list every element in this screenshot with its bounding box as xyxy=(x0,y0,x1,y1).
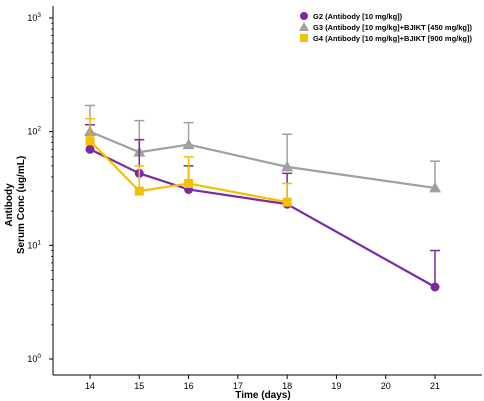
y-tick-exponent: 2 xyxy=(37,126,41,133)
y-axis-title-line-1: Antibody xyxy=(4,183,15,227)
y-tick-base: 10 xyxy=(27,127,37,137)
y-tick-label: 102 xyxy=(27,126,41,137)
legend-item-3: G4 (Antibody [10 mg/kg]+BJIKT [900 mg/kg… xyxy=(300,34,472,43)
y-tick-exponent: 3 xyxy=(37,12,41,19)
legend-marker xyxy=(300,34,308,42)
series-layer xyxy=(84,104,441,292)
x-tick-label: 18 xyxy=(282,381,292,391)
legend: G2 (Antibody [10 mg/kg]) G3 (Antibody [10… xyxy=(299,12,472,43)
y-tick-base: 10 xyxy=(27,13,37,23)
legend-label: G2 (Antibody [10 mg/kg]) xyxy=(313,12,403,21)
x-tick-label: 15 xyxy=(134,381,144,391)
x-axis-title: Time (days) xyxy=(235,390,290,401)
x-tick-label: 14 xyxy=(85,381,95,391)
y-axis-title-line-2: Serum Conc (ug/mL) xyxy=(16,156,27,254)
y-tick-label: 101 xyxy=(27,239,41,250)
legend-label: G4 (Antibody [10 mg/kg]+BJIKT [900 mg/kg… xyxy=(313,34,472,43)
data-point xyxy=(85,144,95,154)
series-line xyxy=(89,140,288,204)
x-tick-label: 20 xyxy=(381,381,391,391)
y-tick-base: 10 xyxy=(27,354,37,364)
x-tick-label: 16 xyxy=(184,381,194,391)
data-point xyxy=(134,186,144,196)
legend-item-1: G2 (Antibody [10 mg/kg]) xyxy=(300,12,403,21)
data-point xyxy=(282,197,292,207)
x-tick-label: 17 xyxy=(233,381,243,391)
y-tick-label: 100 xyxy=(27,353,41,364)
y-tick-exponent: 0 xyxy=(37,353,41,360)
legend-item-2: G3 (Antibody [10 mg/kg]+BJIKT [450 mg/kg… xyxy=(299,22,472,32)
data-point xyxy=(182,138,195,150)
series-2 xyxy=(84,104,441,193)
data-point xyxy=(429,181,441,193)
data-point xyxy=(85,136,95,146)
y-tick-exponent: 1 xyxy=(37,239,41,246)
y-axis-title: Antibody Serum Conc (ug/mL) xyxy=(4,156,27,254)
data-point xyxy=(430,282,440,292)
y-tick-label: 103 xyxy=(27,12,41,23)
data-point xyxy=(281,160,294,172)
legend-marker xyxy=(300,12,308,20)
data-point xyxy=(184,178,194,188)
series-3 xyxy=(85,117,293,207)
y-tick-base: 10 xyxy=(27,240,37,250)
legend-label: G3 (Antibody [10 mg/kg]+BJIKT [450 mg/kg… xyxy=(313,23,472,32)
legend-marker xyxy=(299,22,309,31)
x-tick-label: 21 xyxy=(430,381,440,391)
x-tick-label: 19 xyxy=(331,381,341,391)
